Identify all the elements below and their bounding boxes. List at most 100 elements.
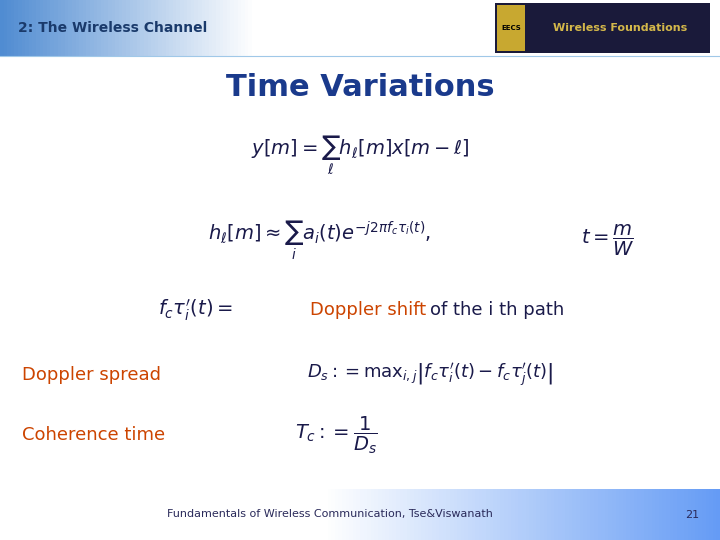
Bar: [94, 0, 97, 56]
Bar: [43, 0, 47, 56]
Bar: [378, 489, 382, 540]
Bar: [0, 489, 4, 540]
Bar: [367, 0, 371, 56]
Bar: [324, 489, 328, 540]
Bar: [457, 0, 461, 56]
Bar: [583, 0, 587, 56]
Bar: [310, 489, 313, 540]
Bar: [450, 489, 454, 540]
Bar: [515, 0, 518, 56]
Bar: [173, 489, 176, 540]
Bar: [263, 489, 266, 540]
Bar: [446, 489, 450, 540]
Bar: [0, 56, 720, 489]
Bar: [511, 0, 515, 56]
Bar: [313, 0, 317, 56]
Bar: [331, 489, 335, 540]
Bar: [652, 0, 655, 56]
Bar: [234, 489, 238, 540]
Bar: [475, 0, 479, 56]
Bar: [299, 0, 302, 56]
Bar: [119, 489, 122, 540]
Bar: [684, 0, 688, 56]
Bar: [176, 489, 180, 540]
Bar: [385, 489, 389, 540]
Bar: [461, 489, 464, 540]
Bar: [403, 489, 407, 540]
Bar: [0, 0, 4, 56]
Bar: [169, 0, 173, 56]
Bar: [605, 489, 608, 540]
Bar: [392, 489, 396, 540]
Bar: [443, 0, 446, 56]
Bar: [61, 489, 65, 540]
Bar: [238, 489, 241, 540]
Bar: [180, 0, 184, 56]
Text: Fundamentals of Wireless Communication, Tse&Viswanath: Fundamentals of Wireless Communication, …: [167, 510, 493, 519]
Bar: [641, 489, 644, 540]
Bar: [176, 0, 180, 56]
Bar: [158, 489, 162, 540]
Bar: [7, 0, 11, 56]
Bar: [302, 489, 306, 540]
Bar: [572, 489, 576, 540]
Bar: [130, 0, 133, 56]
Bar: [292, 0, 295, 56]
Bar: [619, 0, 623, 56]
Bar: [194, 0, 198, 56]
Bar: [454, 489, 457, 540]
Bar: [256, 0, 259, 56]
Bar: [158, 0, 162, 56]
Bar: [101, 489, 104, 540]
Bar: [601, 0, 605, 56]
Bar: [374, 489, 378, 540]
Bar: [331, 0, 335, 56]
Bar: [569, 489, 572, 540]
Bar: [439, 0, 443, 56]
Bar: [605, 0, 608, 56]
Bar: [562, 489, 565, 540]
Bar: [313, 489, 317, 540]
Bar: [623, 0, 626, 56]
Bar: [634, 489, 637, 540]
Text: $f_c\tau_i'(t) =$: $f_c\tau_i'(t) =$: [158, 297, 233, 323]
Bar: [544, 0, 547, 56]
Text: Doppler shift: Doppler shift: [310, 301, 426, 319]
Bar: [637, 489, 641, 540]
Bar: [112, 0, 115, 56]
Bar: [259, 0, 263, 56]
Bar: [353, 0, 356, 56]
Bar: [706, 0, 709, 56]
Bar: [79, 0, 83, 56]
Bar: [572, 0, 576, 56]
Bar: [281, 0, 284, 56]
Bar: [594, 0, 598, 56]
Bar: [648, 0, 652, 56]
Bar: [180, 489, 184, 540]
Bar: [652, 489, 655, 540]
Bar: [241, 0, 245, 56]
Text: Doppler spread: Doppler spread: [22, 366, 161, 384]
Bar: [583, 489, 587, 540]
Bar: [670, 0, 673, 56]
Bar: [252, 0, 256, 56]
Bar: [169, 489, 173, 540]
Bar: [346, 489, 349, 540]
Bar: [536, 489, 540, 540]
Bar: [385, 0, 389, 56]
Bar: [317, 0, 320, 56]
Bar: [364, 489, 367, 540]
Bar: [497, 5, 525, 51]
Bar: [54, 0, 58, 56]
Bar: [626, 0, 630, 56]
Bar: [709, 0, 713, 56]
Bar: [684, 489, 688, 540]
Bar: [198, 489, 202, 540]
Bar: [144, 0, 148, 56]
Bar: [421, 489, 425, 540]
Bar: [522, 489, 526, 540]
Bar: [457, 489, 461, 540]
Bar: [101, 0, 104, 56]
Bar: [335, 489, 338, 540]
Bar: [349, 0, 353, 56]
